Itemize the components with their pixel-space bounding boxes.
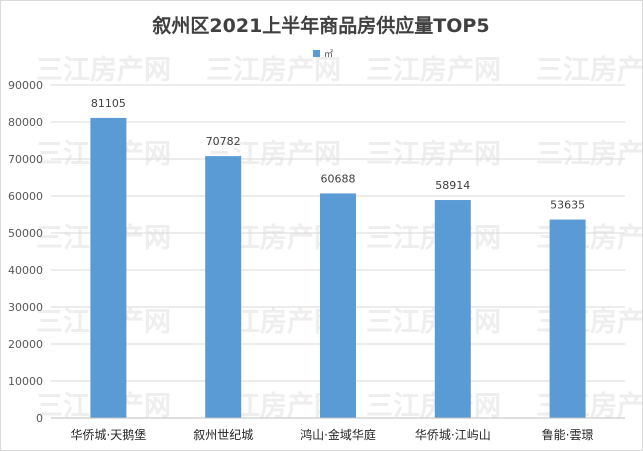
bars (90, 117, 586, 418)
y-tick-label: 30000 (8, 301, 43, 314)
y-tick-label: 20000 (8, 338, 43, 351)
watermark-text: 三江房产网 (366, 307, 501, 338)
watermark-text: 三江房产网 (366, 391, 501, 422)
y-tick-label: 70000 (8, 153, 43, 166)
x-tick-label: 鲁能·雲璟 (542, 428, 594, 442)
data-label: 81105 (91, 97, 126, 110)
legend-label: ㎡ (324, 49, 333, 60)
y-tick-label: 90000 (8, 79, 43, 92)
x-tick-label: 华侨城·天鹅堡 (70, 427, 146, 442)
watermark-text: 三江房产网 (366, 223, 501, 254)
watermark-text: 三江房产网 (206, 55, 341, 86)
axes: 0 10000 20000 30000 40000 50000 60000 70000 8000… (8, 79, 625, 442)
watermark-text: 三江房产网 (536, 55, 642, 86)
y-tick-label: 40000 (8, 264, 43, 277)
chart-title: 叙州区2021上半年商品房供应量TOP5 (152, 14, 489, 37)
watermark-text: 三江房产网 (536, 139, 642, 170)
data-label: 53635 (550, 199, 585, 212)
bar (90, 117, 127, 418)
data-labels: 81105 70782 60688 58914 53635 (91, 97, 585, 212)
watermark-text: 三江房产网 (366, 55, 501, 86)
y-tick-label: 60000 (8, 190, 43, 203)
y-tick-label: 50000 (8, 227, 43, 240)
data-label: 70782 (206, 135, 241, 148)
y-tick-label: 80000 (8, 116, 43, 129)
bar (205, 156, 242, 418)
x-tick-label: 华侨城·江屿山 (415, 428, 491, 442)
bar (434, 200, 471, 418)
x-tick-label: 鸿山·金域华庭 (300, 427, 376, 442)
data-label: 60688 (321, 172, 356, 185)
watermark-text: 三江房产网 (366, 139, 501, 170)
bar (320, 193, 356, 418)
y-tick-label: 10000 (8, 375, 43, 388)
y-tick-label: 0 (36, 412, 43, 425)
x-tick-label: 叙州世纪城 (193, 428, 253, 442)
data-label: 58914 (435, 179, 470, 192)
bar (549, 219, 586, 418)
legend: ㎡ (313, 49, 333, 60)
watermark-text: 三江房产网 (36, 55, 171, 86)
legend-swatch (313, 50, 320, 57)
